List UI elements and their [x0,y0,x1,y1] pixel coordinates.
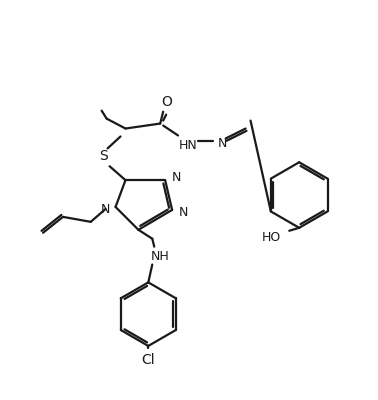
Text: Cl: Cl [141,353,155,367]
Text: NH: NH [151,250,170,263]
Text: HN: HN [179,139,197,152]
Text: S: S [99,149,108,163]
Text: N: N [178,206,188,220]
Text: N: N [171,171,181,184]
Text: HO: HO [262,231,281,244]
Text: N: N [101,204,110,216]
Text: N: N [218,137,228,150]
Text: O: O [162,95,173,109]
